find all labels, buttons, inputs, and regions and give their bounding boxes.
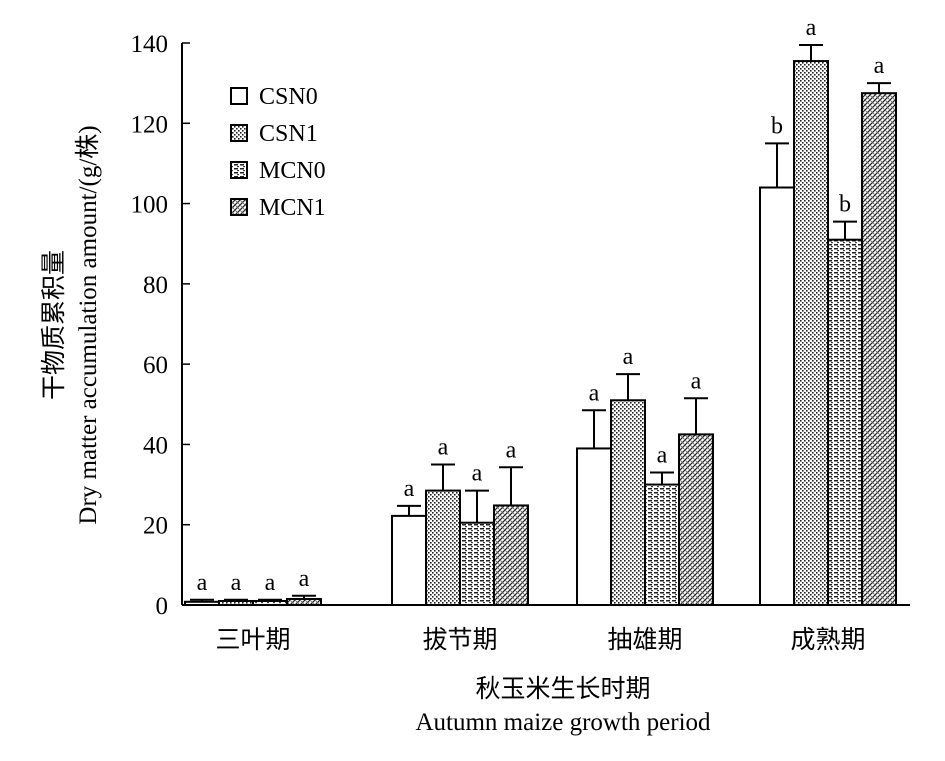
significance-label: a (404, 476, 415, 502)
y-tick-label: 60 (143, 352, 168, 379)
x-axis-title-en: Autumn maize growth period (415, 709, 711, 736)
significance-label: a (506, 437, 517, 463)
bar-csn1 (610, 399, 646, 606)
legend-swatch-mcn0 (230, 161, 248, 179)
significance-label: a (806, 15, 817, 41)
significance-label: a (472, 461, 483, 487)
bar-mcn0 (459, 521, 495, 607)
bar-csn0 (576, 447, 612, 607)
significance-label: a (874, 53, 885, 79)
significance-label: b (839, 192, 851, 218)
y-tick-label: 20 (143, 513, 168, 540)
bar-csn0 (184, 600, 220, 607)
bar-mcn0 (827, 238, 863, 606)
significance-label: a (299, 566, 310, 592)
legend-swatch-csn1 (230, 124, 248, 142)
legend-label-mcn0: MCN0 (259, 158, 326, 184)
bar-csn0 (391, 514, 427, 607)
x-axis-title-cn: 秋玉米生长时期 (475, 675, 650, 703)
significance-label: a (623, 344, 634, 370)
x-tick-label: 抽雄期 (607, 626, 682, 654)
bar-csn0 (759, 186, 795, 606)
bar-mcn1 (493, 504, 529, 606)
y-tick-label: 40 (143, 432, 168, 459)
significance-label: a (691, 368, 702, 394)
x-tick-label: 三叶期 (215, 627, 290, 654)
legend: CSN0 CSN1 MCN0 MCN1 (230, 84, 326, 221)
significance-label: a (197, 570, 208, 596)
legend-label-csn0: CSN0 (259, 84, 318, 110)
bar-csn1 (425, 489, 461, 607)
x-tick-label: 拔节期 (422, 626, 497, 654)
bar-mcn1 (286, 597, 322, 607)
bar-mcn1 (678, 433, 714, 606)
legend-label-csn1: CSN1 (259, 121, 318, 147)
legend-swatch-mcn1 (230, 198, 248, 216)
axis-titles: 干物质累积量 Dry matter accumulation amount/(g… (40, 125, 711, 736)
significance-label: b (771, 113, 783, 139)
y-tick-label: 140 (131, 31, 169, 58)
significance-label: a (657, 443, 668, 469)
y-tick-label: 120 (131, 111, 169, 138)
bar-csn1 (218, 599, 254, 607)
y-axis-title-cn: 干物质累积量 (40, 250, 68, 400)
bar-csn1 (793, 60, 829, 607)
y-axis-title-en: Dry matter accumulation amount/(g/株) (74, 125, 102, 524)
bar-mcn0 (252, 599, 288, 607)
bar-mcn0 (644, 483, 680, 607)
y-tick-label: 100 (131, 192, 169, 219)
legend-swatch-csn0 (230, 87, 248, 105)
significance-label: a (231, 570, 242, 596)
y-tick-label: 80 (143, 272, 168, 299)
x-tick-label: 成熟期 (790, 626, 865, 654)
bar-mcn1 (861, 92, 897, 607)
significance-label: a (438, 435, 449, 461)
significance-label: a (589, 380, 600, 406)
y-tick-label: 0 (156, 593, 169, 620)
significance-label: a (265, 570, 276, 596)
legend-label-mcn1: MCN1 (259, 195, 326, 221)
